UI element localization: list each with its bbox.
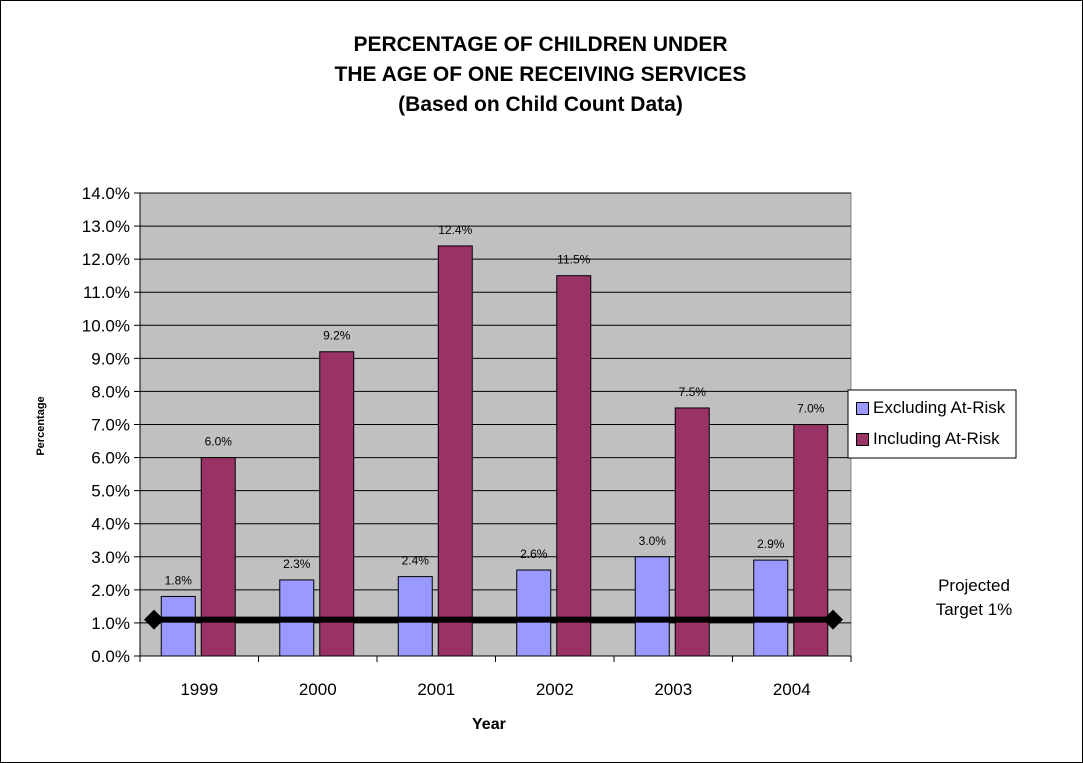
y-tick-label: 3.0% — [91, 548, 130, 567]
chart-title-line-1: PERCENTAGE OF CHILDREN UNDER — [353, 33, 728, 56]
bar-including — [556, 275, 592, 657]
y-tick-label: 9.0% — [91, 349, 130, 368]
x-tick-label: 2000 — [299, 680, 337, 699]
data-label: 12.4% — [438, 223, 472, 237]
bar-including — [200, 457, 236, 657]
legend-box — [847, 389, 1017, 459]
bar-excluding — [634, 556, 670, 657]
data-label: 2.4% — [402, 554, 430, 568]
data-label: 2.9% — [757, 537, 785, 551]
y-tick-label: 1.0% — [91, 614, 130, 633]
y-tick-label: 11.0% — [83, 283, 130, 302]
legend-item-including: Including At-Risk — [856, 429, 1000, 449]
y-tick-label: 2.0% — [91, 581, 130, 600]
data-label: 3.0% — [639, 534, 667, 548]
y-axis-title: Percentage — [35, 396, 47, 456]
bar-excluding — [160, 595, 196, 657]
x-tick-label: 2001 — [417, 680, 455, 699]
chart-title-line-3: (Based on Child Count Data) — [398, 93, 683, 116]
y-tick-label: 12.0% — [82, 250, 130, 269]
bar-including — [319, 351, 355, 657]
legend-label-including: Including At-Risk — [873, 429, 1000, 448]
y-tick-label: 10.0% — [82, 316, 130, 335]
data-label: 11.5% — [557, 253, 590, 267]
legend-swatch-including — [856, 432, 869, 446]
bar-including — [437, 245, 473, 657]
data-label: 7.0% — [797, 402, 825, 416]
data-label: 6.0% — [205, 435, 233, 449]
target-marker — [144, 609, 164, 630]
data-label: 2.6% — [520, 547, 548, 561]
legend-swatch-excluding — [856, 401, 869, 415]
y-tick-label: 8.0% — [91, 382, 130, 401]
data-label: 2.3% — [283, 557, 311, 571]
y-tick-label: 4.0% — [91, 515, 130, 534]
y-tick-label: 0.0% — [91, 647, 130, 666]
y-tick-label: 14.0% — [82, 184, 130, 203]
target-label-line-1: Projected — [938, 576, 1010, 595]
chart-title-line-2: THE AGE OF ONE RECEIVING SERVICES — [334, 63, 747, 86]
x-tick-label: 2004 — [773, 680, 811, 699]
legend-label-excluding: Excluding At-Risk — [873, 398, 1006, 417]
y-tick-label: 6.0% — [91, 449, 130, 468]
x-tick-label: 1999 — [180, 680, 218, 699]
target-marker — [823, 609, 843, 630]
bar-including — [674, 407, 710, 657]
data-label: 9.2% — [323, 329, 351, 343]
data-label: 1.8% — [165, 573, 193, 587]
bar-excluding — [397, 576, 433, 657]
y-tick-label: 5.0% — [91, 482, 130, 501]
bar-excluding — [516, 569, 552, 657]
x-tick-label: 2003 — [654, 680, 692, 699]
target-label-line-2: Target 1% — [935, 600, 1013, 619]
bar-excluding — [753, 559, 789, 657]
y-tick-label: 7.0% — [91, 416, 130, 435]
legend-item-excluding: Excluding At-Risk — [856, 398, 1005, 418]
x-axis-title: Year — [472, 716, 506, 733]
x-tick-label: 2002 — [536, 680, 574, 699]
y-tick-label: 13.0% — [82, 217, 130, 236]
data-label: 7.5% — [679, 385, 707, 399]
